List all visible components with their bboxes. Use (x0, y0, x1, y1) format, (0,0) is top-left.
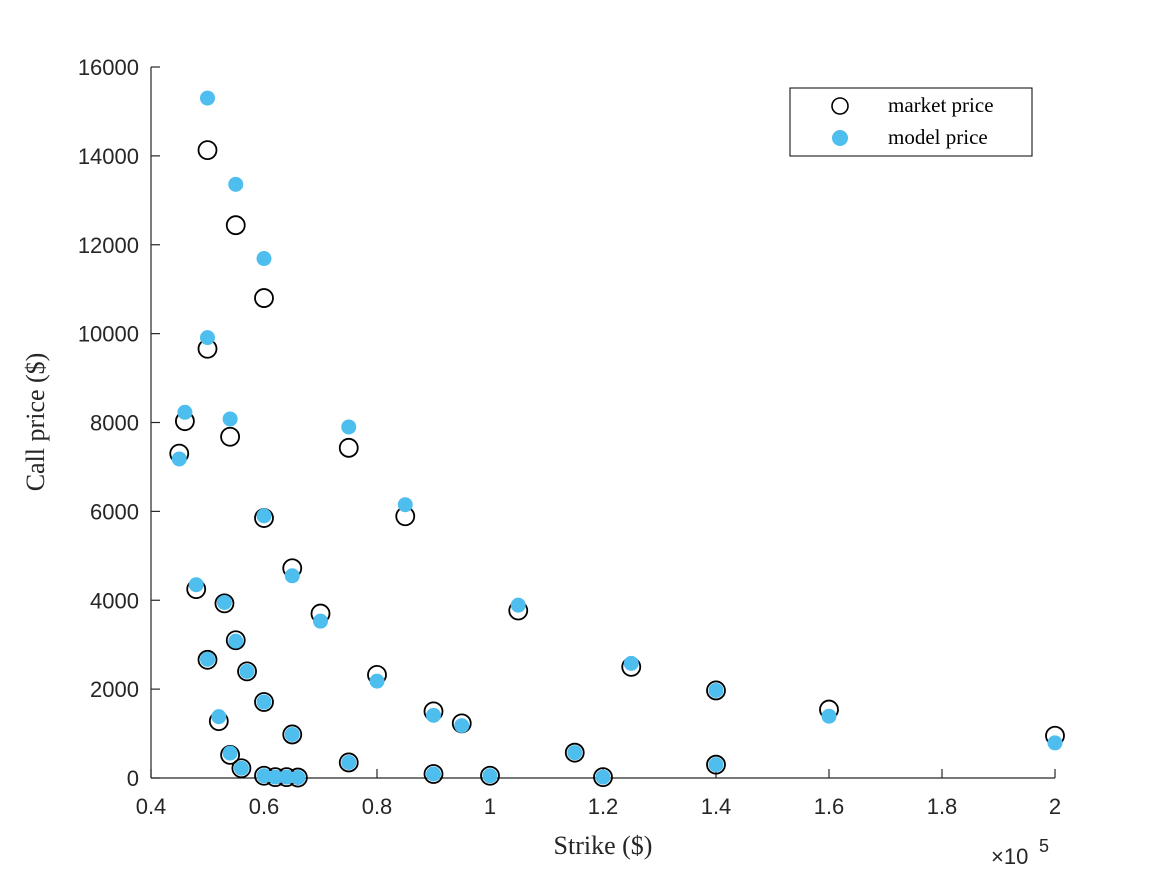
market-price-point (231, 758, 252, 779)
x-tick-label: 2 (1049, 794, 1061, 819)
model-price-point (216, 594, 232, 610)
y-tick-label: 0 (127, 766, 139, 791)
model-price-point (510, 597, 526, 613)
market-price-point (254, 288, 274, 308)
model-price-point (256, 251, 272, 267)
legend-market-marker (831, 97, 849, 115)
y-tick-label: 6000 (90, 499, 139, 524)
model-price-point (708, 682, 724, 698)
model-price-point (239, 663, 255, 679)
market-price-point (564, 742, 585, 763)
market-price-point (254, 692, 274, 712)
model-price-point (267, 769, 283, 785)
model-price-series (171, 90, 1063, 786)
model-price-point (256, 694, 272, 710)
x-axis-label: Strike ($) (554, 831, 653, 860)
y-axis-label: Call price ($) (21, 353, 50, 492)
market-price-point (214, 593, 235, 614)
model-price-point (426, 707, 441, 723)
model-price-point (595, 769, 611, 785)
y-ticks: 0 2000 4000 6000 8000 10000 12000 14000 16000 (78, 55, 160, 791)
x-tick-label: 1.8 (927, 794, 958, 819)
legend-model-marker (832, 130, 848, 146)
legend-model-label: model price (888, 125, 988, 149)
market-price-point (225, 630, 246, 651)
market-price-point (225, 215, 246, 236)
y-tick-label: 12000 (78, 233, 139, 258)
model-price-point (222, 745, 238, 761)
model-price-point (256, 768, 272, 784)
y-tick-label: 14000 (78, 144, 139, 169)
x-tick-label: 1.6 (814, 794, 845, 819)
model-price-point (426, 766, 441, 782)
model-price-point (222, 411, 238, 427)
market-price-point (338, 752, 359, 773)
model-price-point (256, 508, 272, 524)
model-price-point (279, 769, 295, 785)
model-price-point (200, 90, 215, 106)
model-price-point (290, 770, 306, 786)
model-price-point (369, 673, 385, 689)
market-price-point (197, 649, 218, 670)
market-price-point (237, 661, 257, 682)
market-price-point (480, 765, 500, 786)
x-tick-label: 1.2 (588, 794, 619, 819)
model-price-point (341, 419, 357, 435)
model-price-point (177, 404, 193, 420)
model-price-point (284, 726, 300, 742)
legend-market-label: market price (888, 93, 994, 117)
x-tick-label: 1 (484, 794, 496, 819)
model-price-point (397, 497, 413, 513)
x-scale-multiplier: ×10 (991, 844, 1028, 869)
model-price-point (200, 330, 215, 346)
market-price-point (338, 437, 359, 458)
model-price-point (188, 577, 204, 593)
market-price-point (706, 754, 726, 775)
model-price-point (228, 176, 244, 192)
x-tick-label: 0.4 (136, 794, 167, 819)
x-scale-power: 5 (1039, 836, 1049, 856)
model-price-point (313, 613, 328, 629)
model-price-point (1047, 735, 1063, 751)
x-tick-label: 1.4 (701, 794, 732, 819)
model-price-point (200, 651, 215, 667)
x-ticks: 0.4 0.6 0.8 1 1.2 1.4 1.6 1.8 2 (136, 769, 1061, 819)
model-price-point (454, 718, 470, 734)
legend-box (789, 87, 1033, 157)
model-price-point (228, 633, 244, 649)
y-tick-label: 4000 (90, 588, 139, 613)
model-price-point (482, 768, 498, 784)
market-price-point (593, 767, 613, 788)
model-price-point (211, 709, 227, 725)
x-tick-label: 0.8 (362, 794, 393, 819)
model-price-point (284, 568, 300, 584)
model-price-point (567, 745, 583, 761)
model-price-point (341, 754, 357, 770)
market-price-point (282, 724, 303, 745)
model-price-point (821, 708, 837, 724)
model-price-point (623, 655, 639, 671)
model-price-point (708, 757, 724, 773)
x-scale-exponent: ×10 5 (991, 836, 1049, 869)
market-price-series (169, 140, 1065, 788)
x-tick-label: 0.6 (249, 794, 280, 819)
plot-area: 0.4 0.6 0.8 1 1.2 1.4 1.6 1.8 2 0 2000 4000 6000 800… (78, 55, 1065, 819)
y-tick-label: 16000 (78, 55, 139, 80)
market-price-point (706, 680, 726, 701)
y-tick-label: 10000 (78, 322, 139, 347)
y-tick-label: 2000 (90, 677, 139, 702)
model-price-point (171, 451, 187, 467)
market-price-point (197, 140, 218, 160)
legend: market price model price (789, 87, 1033, 157)
market-price-point (220, 426, 241, 447)
market-price-point (423, 764, 444, 784)
model-price-point (233, 760, 249, 776)
y-tick-label: 8000 (90, 411, 139, 436)
